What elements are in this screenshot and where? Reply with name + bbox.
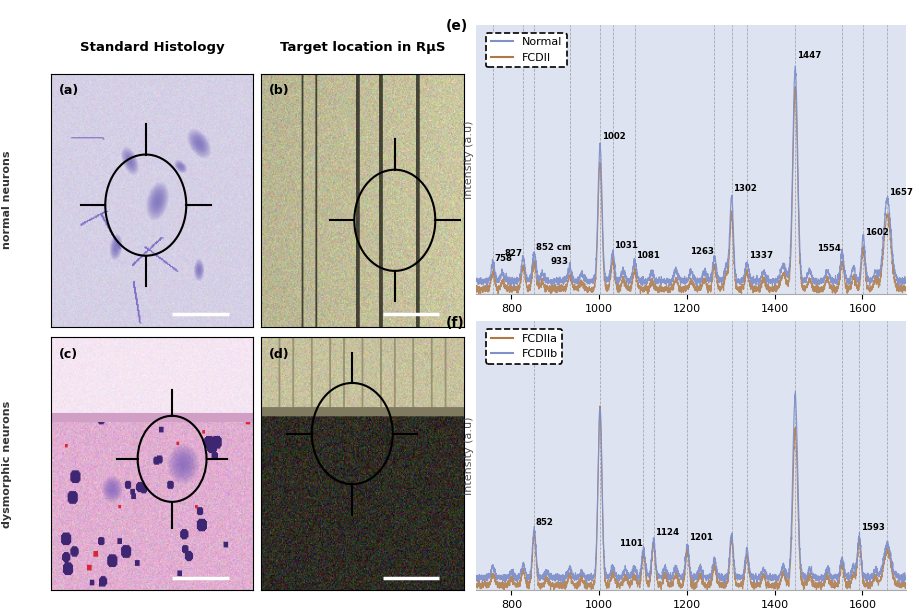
Text: 1554: 1554 — [816, 244, 840, 253]
Y-axis label: Intensity (a.u): Intensity (a.u) — [463, 416, 473, 495]
Text: (f): (f) — [446, 315, 464, 330]
Text: (a): (a) — [59, 84, 79, 97]
Text: 827: 827 — [504, 248, 522, 258]
Text: Standard Histology: Standard Histology — [79, 41, 224, 54]
Text: 1337: 1337 — [748, 252, 772, 260]
Text: dysmorphic neurons: dysmorphic neurons — [3, 400, 12, 528]
Text: (c): (c) — [59, 347, 78, 360]
Text: 1447: 1447 — [796, 50, 821, 60]
Text: 1263: 1263 — [689, 247, 713, 256]
Text: 1302: 1302 — [732, 184, 756, 193]
Y-axis label: Intensity (a.u): Intensity (a.u) — [463, 120, 473, 199]
Text: 1124: 1124 — [654, 528, 678, 538]
Text: (b): (b) — [269, 84, 289, 97]
Text: 1602: 1602 — [864, 228, 888, 237]
Text: 1031: 1031 — [614, 241, 638, 250]
Legend: FCDIIa, FCDIIb: FCDIIa, FCDIIb — [485, 329, 562, 363]
Text: (d): (d) — [269, 347, 289, 360]
Text: 933: 933 — [550, 257, 568, 266]
Text: 1002: 1002 — [601, 132, 625, 141]
Text: 852 cm: 852 cm — [536, 243, 571, 252]
Text: (e): (e) — [446, 19, 468, 33]
Text: Target location in RμS: Target location in RμS — [279, 41, 445, 54]
Text: 852: 852 — [536, 518, 553, 527]
Legend: Normal, FCDII: Normal, FCDII — [485, 33, 566, 67]
Text: 1593: 1593 — [860, 523, 884, 532]
Text: normal neurons: normal neurons — [3, 151, 12, 249]
Text: 1201: 1201 — [688, 533, 712, 542]
Text: 1081: 1081 — [636, 250, 660, 260]
Text: 758: 758 — [494, 254, 512, 263]
Text: 1101: 1101 — [618, 539, 641, 547]
Text: 1657: 1657 — [888, 188, 912, 197]
